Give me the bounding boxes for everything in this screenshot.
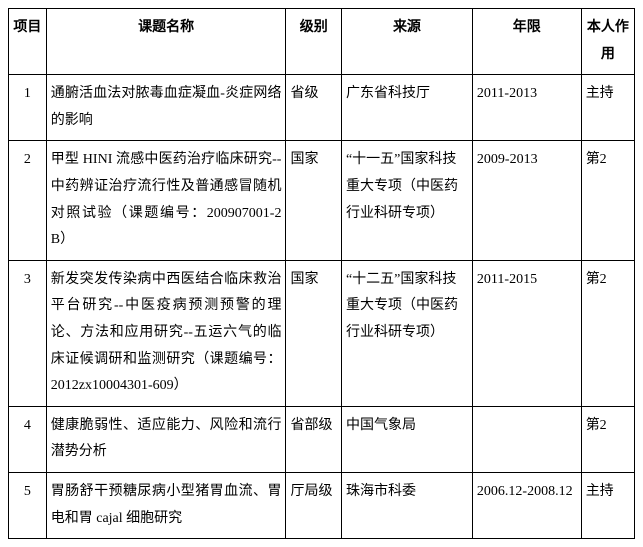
cell-year: 2009-2013 bbox=[472, 141, 581, 260]
col-header-level: 级别 bbox=[286, 9, 341, 75]
col-header-source: 来源 bbox=[341, 9, 472, 75]
cell-source: “十一五”国家科技重大专项（中医药行业科研专项） bbox=[341, 141, 472, 260]
projects-table: 项目 课题名称 级别 来源 年限 本人作用 1 通腑活血法对脓毒血症凝血-炎症网… bbox=[8, 8, 635, 539]
cell-role: 第2 bbox=[581, 141, 634, 260]
cell-year: 2011-2013 bbox=[472, 75, 581, 141]
cell-level: 国家 bbox=[286, 141, 341, 260]
cell-source: 中国气象局 bbox=[341, 406, 472, 472]
cell-year: 2006.12-2008.12 bbox=[472, 472, 581, 538]
cell-name: 健康脆弱性、适应能力、风险和流行潜势分析 bbox=[46, 406, 286, 472]
cell-idx: 4 bbox=[9, 406, 47, 472]
col-header-role: 本人作用 bbox=[581, 9, 634, 75]
col-header-year: 年限 bbox=[472, 9, 581, 75]
table-row: 3 新发突发传染病中西医结合临床救治平台研究--中医疫病预测预警的理论、方法和应… bbox=[9, 260, 635, 406]
cell-idx: 1 bbox=[9, 75, 47, 141]
table-row: 1 通腑活血法对脓毒血症凝血-炎症网络的影响 省级 广东省科技厅 2011-20… bbox=[9, 75, 635, 141]
cell-role: 第2 bbox=[581, 260, 634, 406]
cell-name: 甲型 HINI 流感中医药治疗临床研究--中药辨证治疗流行性及普通感冒随机对照试… bbox=[46, 141, 286, 260]
cell-name: 新发突发传染病中西医结合临床救治平台研究--中医疫病预测预警的理论、方法和应用研… bbox=[46, 260, 286, 406]
cell-idx: 3 bbox=[9, 260, 47, 406]
col-header-name: 课题名称 bbox=[46, 9, 286, 75]
table-header-row: 项目 课题名称 级别 来源 年限 本人作用 bbox=[9, 9, 635, 75]
cell-level: 省部级 bbox=[286, 406, 341, 472]
cell-source: “十二五”国家科技重大专项（中医药行业科研专项） bbox=[341, 260, 472, 406]
cell-level: 厅局级 bbox=[286, 472, 341, 538]
cell-name: 胃肠舒干预糖尿病小型猪胃血流、胃电和胃 cajal 细胞研究 bbox=[46, 472, 286, 538]
cell-source: 广东省科技厅 bbox=[341, 75, 472, 141]
cell-level: 省级 bbox=[286, 75, 341, 141]
cell-source: 珠海市科委 bbox=[341, 472, 472, 538]
cell-role: 第2 bbox=[581, 406, 634, 472]
col-header-idx: 项目 bbox=[9, 9, 47, 75]
table-row: 4 健康脆弱性、适应能力、风险和流行潜势分析 省部级 中国气象局 第2 bbox=[9, 406, 635, 472]
cell-role: 主持 bbox=[581, 472, 634, 538]
cell-name: 通腑活血法对脓毒血症凝血-炎症网络的影响 bbox=[46, 75, 286, 141]
cell-year: 2011-2015 bbox=[472, 260, 581, 406]
cell-level: 国家 bbox=[286, 260, 341, 406]
cell-idx: 2 bbox=[9, 141, 47, 260]
table-row: 5 胃肠舒干预糖尿病小型猪胃血流、胃电和胃 cajal 细胞研究 厅局级 珠海市… bbox=[9, 472, 635, 538]
cell-role: 主持 bbox=[581, 75, 634, 141]
cell-idx: 5 bbox=[9, 472, 47, 538]
table-row: 2 甲型 HINI 流感中医药治疗临床研究--中药辨证治疗流行性及普通感冒随机对… bbox=[9, 141, 635, 260]
cell-year bbox=[472, 406, 581, 472]
